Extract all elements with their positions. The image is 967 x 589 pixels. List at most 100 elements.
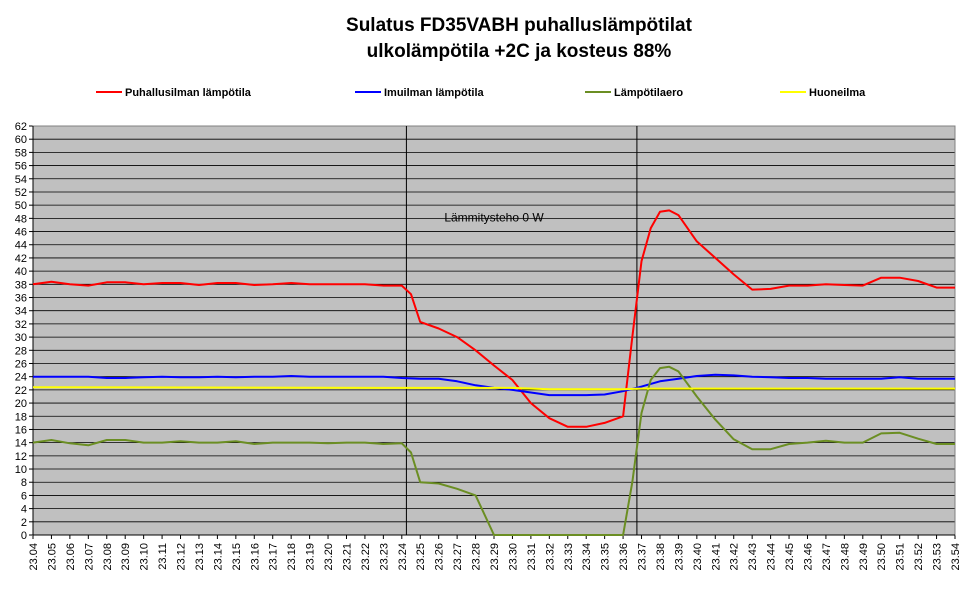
y-tick-label: 46 <box>15 227 27 239</box>
x-tick-label: 23.20 <box>323 543 335 571</box>
legend-item: Puhallusilman lämpötila <box>96 87 252 99</box>
y-tick-label: 8 <box>21 477 27 489</box>
y-tick-label: 38 <box>15 279 27 291</box>
y-tick-label: 62 <box>15 121 27 133</box>
x-tick-label: 23.31 <box>526 543 538 571</box>
y-tick-label: 16 <box>15 424 27 436</box>
x-tick-label: 23.18 <box>286 543 298 571</box>
y-tick-label: 40 <box>15 266 27 278</box>
plot-background <box>33 126 955 535</box>
y-tick-label: 24 <box>15 372 27 384</box>
x-tick-label: 23.46 <box>802 543 814 571</box>
x-tick-label: 23.22 <box>360 543 372 571</box>
y-tick-label: 52 <box>15 187 27 199</box>
y-tick-label: 18 <box>15 411 27 423</box>
legend-item: Huoneilma <box>780 87 866 99</box>
chart-title: Sulatus FD35VABH puhalluslämpötilat <box>346 15 693 36</box>
x-tick-label: 23.08 <box>102 543 114 571</box>
x-tick-label: 23.26 <box>434 543 446 571</box>
legend-label: Lämpötilaero <box>614 87 683 99</box>
x-tick-label: 23.37 <box>637 543 649 571</box>
x-tick-label: 23.13 <box>194 543 206 571</box>
x-tick-label: 23.43 <box>747 543 759 571</box>
x-tick-label: 23.47 <box>821 543 833 571</box>
x-tick-label: 23.15 <box>231 543 243 571</box>
x-tick-label: 23.05 <box>46 543 58 571</box>
y-tick-label: 54 <box>15 174 27 186</box>
chart-subtitle: ulkolämpötila +2C ja kosteus 88% <box>367 41 672 62</box>
x-tick-label: 23.19 <box>305 543 317 571</box>
x-tick-label: 23.41 <box>710 543 722 571</box>
legend-label: Puhallusilman lämpötila <box>125 87 252 99</box>
x-tick-label: 23.35 <box>600 543 612 571</box>
x-tick-label: 23.30 <box>507 543 519 571</box>
x-tick-label: 23.24 <box>397 543 409 571</box>
x-tick-label: 23.04 <box>28 543 40 571</box>
x-tick-label: 23.52 <box>913 543 925 571</box>
y-tick-label: 28 <box>15 345 27 357</box>
x-tick-label: 23.45 <box>784 543 796 571</box>
y-tick-label: 10 <box>15 464 27 476</box>
x-tick-label: 23.49 <box>858 543 870 571</box>
series-line <box>32 209 955 428</box>
y-tick-label: 26 <box>15 358 27 370</box>
plot-area: 0246810121416182022242628303234363840424… <box>15 121 962 571</box>
x-tick-label: 23.32 <box>544 543 556 571</box>
y-tick-label: 48 <box>15 213 27 225</box>
x-tick-label: 23.12 <box>176 543 188 571</box>
x-tick-label: 23.27 <box>452 543 464 571</box>
y-tick-label: 60 <box>15 134 27 146</box>
y-tick-label: 44 <box>15 240 27 252</box>
legend-item: Imuilman lämpötila <box>355 87 485 99</box>
series-line <box>32 365 955 536</box>
y-tick-label: 12 <box>15 451 27 463</box>
y-tick-label: 14 <box>15 438 27 450</box>
x-tick-label: 23.06 <box>65 543 77 571</box>
x-tick-label: 23.29 <box>489 543 501 571</box>
x-tick-label: 23.50 <box>876 543 888 571</box>
y-tick-label: 34 <box>15 306 27 318</box>
y-tick-label: 58 <box>15 147 27 159</box>
y-tick-label: 0 <box>21 530 27 542</box>
y-tick-label: 56 <box>15 161 27 173</box>
x-tick-label: 23.34 <box>581 543 593 571</box>
x-tick-label: 23.44 <box>766 543 778 571</box>
y-tick-label: 22 <box>15 385 27 397</box>
annotation-label: Lämmitysteho 0 W <box>444 211 544 225</box>
x-tick-label: 23.28 <box>471 543 483 571</box>
y-tick-label: 20 <box>15 398 27 410</box>
y-tick-label: 50 <box>15 200 27 212</box>
x-tick-label: 23.10 <box>139 543 151 571</box>
y-tick-label: 4 <box>21 504 27 516</box>
x-tick-label: 23.16 <box>249 543 261 571</box>
x-tick-label: 23.39 <box>673 543 685 571</box>
series-line <box>32 386 955 391</box>
x-tick-label: 23.48 <box>839 543 851 571</box>
x-tick-label: 23.07 <box>83 543 95 571</box>
x-tick-label: 23.38 <box>655 543 667 571</box>
x-tick-label: 23.25 <box>415 543 427 571</box>
y-tick-label: 36 <box>15 293 27 305</box>
x-tick-label: 23.21 <box>341 543 353 571</box>
y-tick-label: 30 <box>15 332 27 344</box>
x-tick-label: 23.14 <box>212 543 224 571</box>
y-tick-label: 32 <box>15 319 27 331</box>
legend-item: Lämpötilaero <box>585 87 683 99</box>
x-tick-label: 23.11 <box>157 543 169 570</box>
x-tick-label: 23.17 <box>268 543 280 571</box>
x-tick-label: 23.23 <box>378 543 390 571</box>
x-tick-label: 23.40 <box>692 543 704 571</box>
legend-label: Huoneilma <box>809 87 866 99</box>
x-tick-label: 23.42 <box>729 543 741 571</box>
y-tick-label: 6 <box>21 490 27 502</box>
x-tick-label: 23.09 <box>120 543 132 571</box>
y-tick-label: 42 <box>15 253 27 265</box>
y-tick-label: 2 <box>21 517 27 529</box>
x-tick-label: 23.53 <box>932 543 944 571</box>
legend-label: Imuilman lämpötila <box>384 87 485 99</box>
x-tick-label: 23.36 <box>618 543 630 571</box>
x-tick-label: 23.54 <box>950 543 962 571</box>
x-tick-label: 23.33 <box>563 543 575 571</box>
